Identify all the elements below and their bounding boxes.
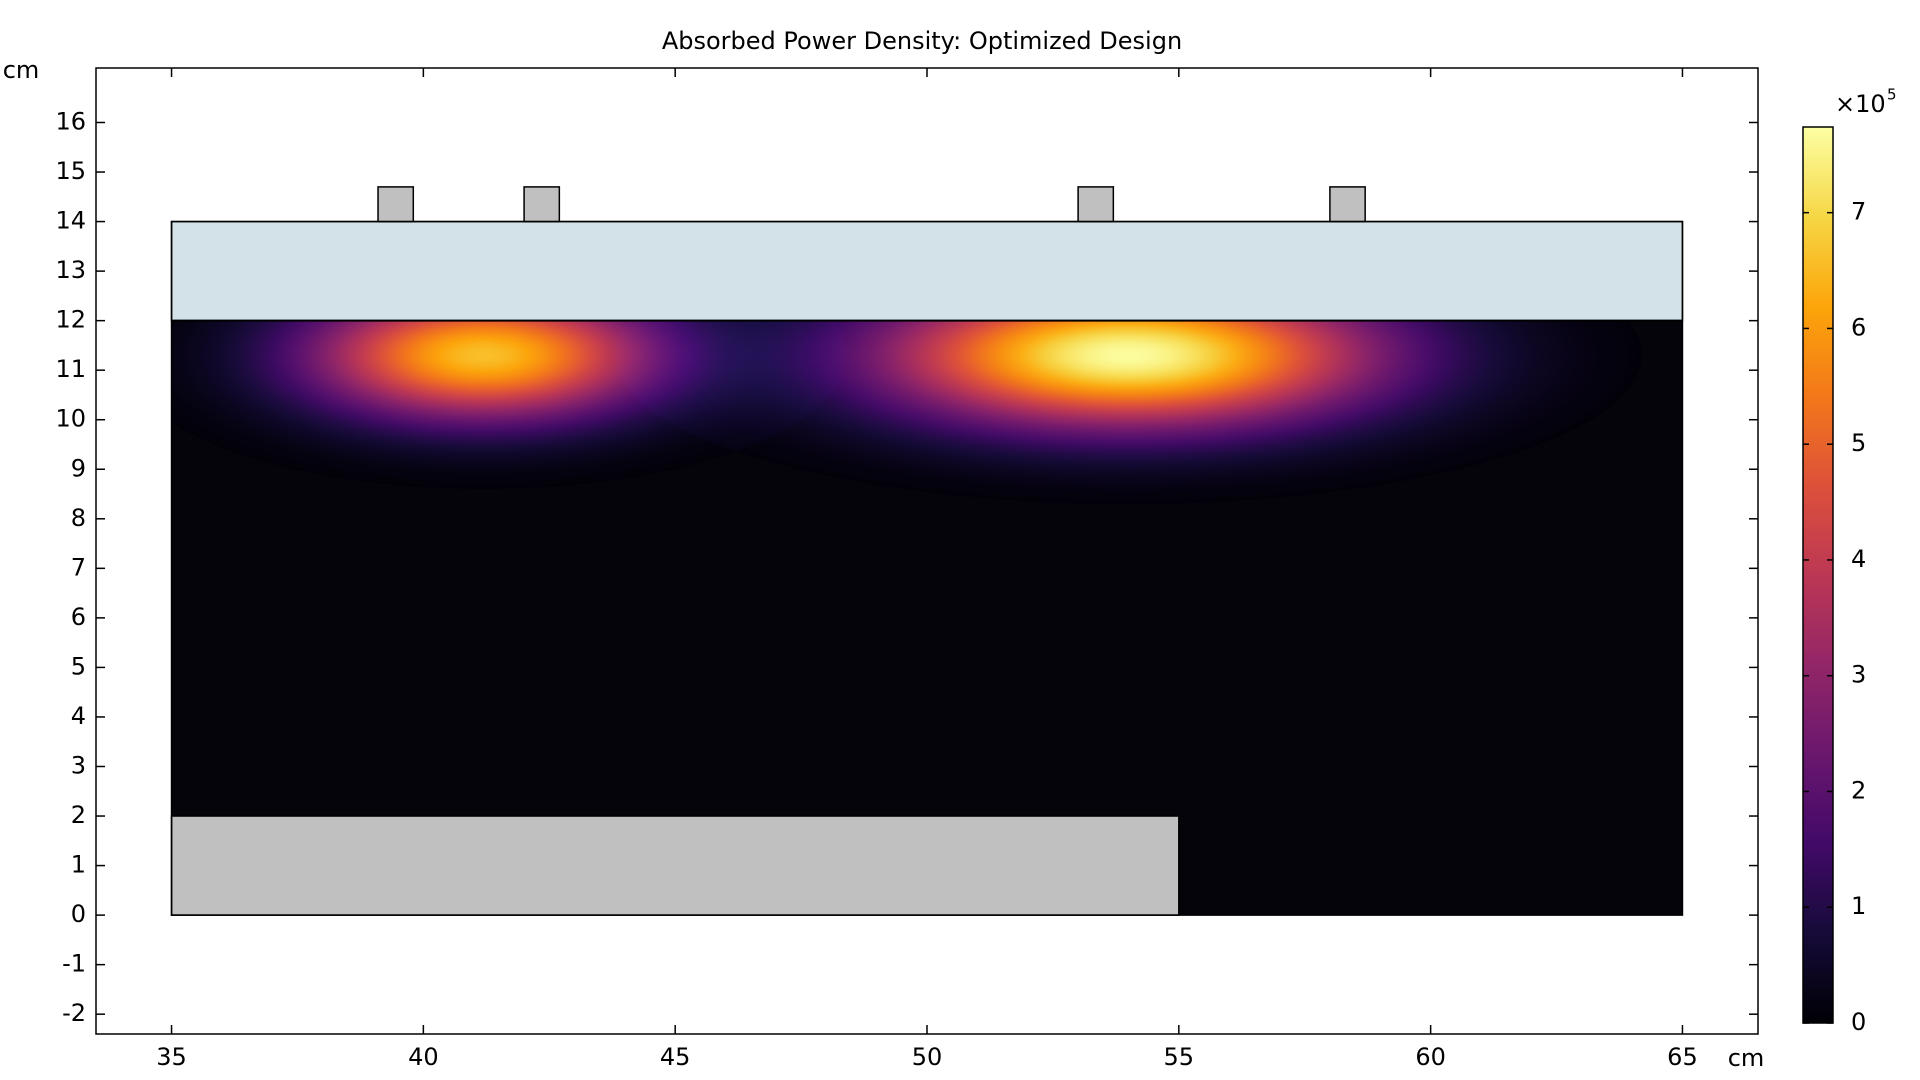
- region: [1077, 186, 1115, 223]
- y-tick-label: -1: [62, 950, 86, 978]
- x-axis-label: cm: [1728, 1044, 1765, 1072]
- x-tick-label: 60: [1415, 1043, 1446, 1071]
- colorbar-tick-label: 0: [1851, 1008, 1866, 1036]
- region: [377, 186, 415, 223]
- y-tick-label: 12: [55, 306, 86, 334]
- y-tick-label: 3: [71, 751, 86, 779]
- y-tick-label: 8: [71, 504, 86, 532]
- y-tick-label: 13: [55, 256, 86, 284]
- y-tick-label: 11: [55, 355, 86, 383]
- y-tick-label: 4: [71, 702, 86, 730]
- colorbar-tick-label: 4: [1851, 545, 1866, 573]
- region: [1329, 186, 1366, 223]
- colorbar: [1802, 126, 1834, 1024]
- y-tick-label: 7: [71, 553, 86, 581]
- y-axis-label: cm: [3, 56, 40, 84]
- colorbar-tick-label: 7: [1851, 198, 1866, 226]
- colorbar-tick-label: 6: [1851, 313, 1866, 341]
- y-tick-label: 0: [71, 900, 86, 928]
- x-tick-label: 40: [408, 1043, 439, 1071]
- colorbar-tick-label: 5: [1851, 429, 1866, 457]
- x-tick-label: 45: [660, 1043, 691, 1071]
- outline: [170, 220, 1684, 916]
- y-tick-label: 9: [71, 454, 86, 482]
- colorbar-tick-label: 1: [1851, 892, 1866, 920]
- region: [523, 186, 561, 223]
- y-tick-label: 6: [71, 603, 86, 631]
- heat-map: [171, 320, 1643, 504]
- y-tick-label: 14: [55, 207, 86, 235]
- colorbar-exponent: 5: [1887, 86, 1897, 104]
- y-tick-label: 1: [71, 851, 86, 879]
- x-tick-label: 55: [1164, 1043, 1195, 1071]
- y-tick-label: -2: [62, 999, 86, 1027]
- colorbar-multiplier: ×10: [1835, 90, 1886, 118]
- chart-title: Absorbed Power Density: Optimized Design: [662, 27, 1182, 55]
- region: [170, 220, 1684, 322]
- region: [170, 815, 1180, 916]
- hotspot: [614, 320, 1643, 504]
- x-tick-label: 35: [156, 1043, 187, 1071]
- colorbar-tick-label: 3: [1851, 661, 1866, 689]
- colorbar-tick-label: 2: [1851, 776, 1866, 804]
- x-tick-label: 50: [912, 1043, 943, 1071]
- y-tick-label: 2: [71, 801, 86, 829]
- x-tick-label: 65: [1667, 1043, 1698, 1071]
- y-tick-label: 10: [55, 405, 86, 433]
- y-tick-label: 16: [55, 107, 86, 135]
- y-tick-label: 15: [55, 157, 86, 185]
- y-tick-label: 5: [71, 652, 86, 680]
